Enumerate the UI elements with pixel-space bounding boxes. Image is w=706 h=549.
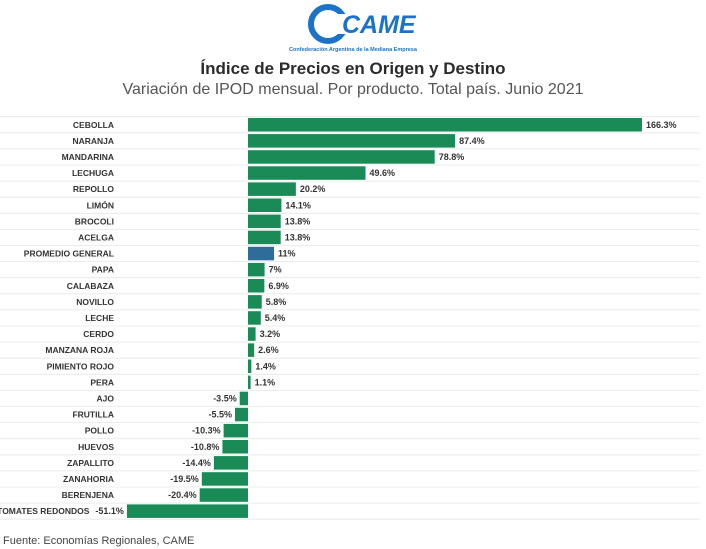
category-label-lechuga: LECHUGA (72, 168, 114, 178)
value-label-promedio-general: 11% (278, 249, 296, 259)
value-label-repollo: 20.2% (300, 184, 326, 194)
bar-naranja (248, 134, 456, 148)
category-label-huevos: HUEVOS (78, 442, 114, 452)
value-label-leche: 5.4% (265, 313, 286, 323)
bar-tomates-redondos (126, 504, 248, 518)
category-label-mandarina: MANDARINA (62, 152, 114, 162)
bar-berenjena (199, 488, 248, 502)
value-label-lechuga: 49.6% (370, 168, 396, 178)
bar-mandarina (248, 150, 435, 164)
value-label-ajo: -3.5% (213, 393, 237, 403)
value-label-frutilla: -5.5% (208, 410, 232, 420)
bar-lechuga (248, 166, 366, 180)
bar-pera (248, 375, 251, 390)
value-label-zanahoria: -19.5% (170, 474, 199, 484)
category-labels: CEBOLLA NARANJA MANDARINA LECHUGA REPOLLO LIM… (0, 120, 114, 516)
bar-brocoli (248, 214, 281, 229)
bar-cerdo (248, 327, 256, 341)
value-label-huevos: -10.8% (191, 442, 220, 452)
bar-calabaza (248, 279, 265, 293)
value-label-novillo: 5.8% (266, 297, 287, 307)
bar-frutilla (234, 407, 248, 422)
category-label-limon: LIMÓN (87, 199, 114, 210)
chart-subtitle: Variación de IPOD mensual. Por producto.… (122, 81, 584, 98)
value-label-berenjena: -20.4% (168, 490, 197, 500)
value-label-pera: 1.1% (255, 377, 276, 387)
category-label-cerdo: CERDO (83, 329, 114, 339)
bar-zanahoria (201, 472, 248, 486)
category-label-ajo: AJO (97, 393, 115, 403)
category-label-pollo: POLLO (85, 426, 115, 436)
value-label-pollo: -10.3% (192, 426, 221, 436)
came-logo-mark: CAME (308, 4, 417, 44)
category-label-promedio-general: PROMEDIO GENERAL (24, 249, 114, 259)
bar-zapallito (213, 456, 248, 470)
value-label-brocoli: 13.8% (285, 216, 311, 226)
came-logo-tagline: Confederación Argentina de la Mediana Em… (289, 47, 418, 53)
value-label-manzana-roja: 2.6% (258, 345, 279, 355)
category-label-pimiento-rojo: PIMIENTO ROJO (47, 361, 115, 371)
bar-promedio-general (248, 246, 275, 261)
category-label-brocoli: BROCOLI (75, 216, 114, 226)
value-label-naranja: 87.4% (459, 136, 485, 146)
grid-lines (0, 116, 700, 520)
bar-manzana-roja (248, 343, 255, 357)
value-label-limon: 14.1% (285, 200, 311, 210)
category-label-pera: PERA (90, 377, 114, 387)
bar-ajo (239, 391, 248, 406)
bar-acelga (248, 230, 281, 245)
category-label-cebolla: CEBOLLA (73, 120, 114, 130)
bar-papa (248, 262, 265, 277)
source-note: Fuente: Economías Regionales, CAME (3, 535, 195, 547)
category-label-manzana-roja: MANZANA ROJA (45, 345, 114, 355)
bar-limon (248, 198, 282, 212)
value-label-cebolla: 166.3% (646, 120, 677, 130)
category-label-papa: PAPA (92, 265, 114, 275)
category-label-berenjena: BERENJENA (62, 490, 114, 500)
bar-cebolla (248, 118, 642, 132)
bar-chart: CEBOLLA NARANJA MANDARINA LECHUGA REPOLLO LIM… (0, 116, 700, 520)
category-label-novillo: NOVILLO (76, 297, 114, 307)
bar-huevos (222, 440, 248, 454)
value-label-mandarina: 78.8% (439, 152, 465, 162)
value-label-zapallito: -14.4% (182, 458, 211, 468)
category-label-calabaza: CALABAZA (67, 281, 114, 291)
category-label-naranja: NARANJA (72, 136, 114, 146)
value-label-cerdo: 3.2% (260, 329, 281, 339)
came-logo-text: CAME (342, 11, 417, 39)
value-label-tomates-redondos: -51.1% (95, 506, 124, 516)
category-label-zapallito: ZAPALLITO (67, 458, 114, 468)
value-label-acelga: 13.8% (285, 232, 311, 242)
category-label-repollo: REPOLLO (73, 184, 114, 194)
value-label-calabaza: 6.9% (268, 281, 289, 291)
value-label-papa: 7% (269, 265, 282, 275)
value-labels: 166.3% 87.4% 78.8% 49.6% 20.2% 14.1% 13.8% 13.8… (95, 120, 676, 516)
category-label-acelga: ACELGA (78, 232, 114, 242)
bars (126, 118, 642, 518)
came-logo: CAME Confederación Argentina de la Media… (289, 4, 418, 53)
bar-pimiento-rojo (248, 359, 252, 373)
category-label-zanahoria: ZANAHORIA (63, 474, 114, 484)
bar-leche (248, 311, 261, 325)
bar-pollo (223, 423, 248, 438)
value-label-pimiento-rojo: 1.4% (255, 361, 276, 371)
chart-title: Índice de Precios en Origen y Destino (200, 59, 506, 78)
category-label-frutilla: FRUTILLA (72, 410, 114, 420)
bar-repollo (248, 182, 296, 196)
category-label-leche: LECHE (85, 313, 114, 323)
category-label-tomates-redondos: TOMATES REDONDOS (0, 506, 90, 516)
bar-novillo (248, 295, 262, 309)
